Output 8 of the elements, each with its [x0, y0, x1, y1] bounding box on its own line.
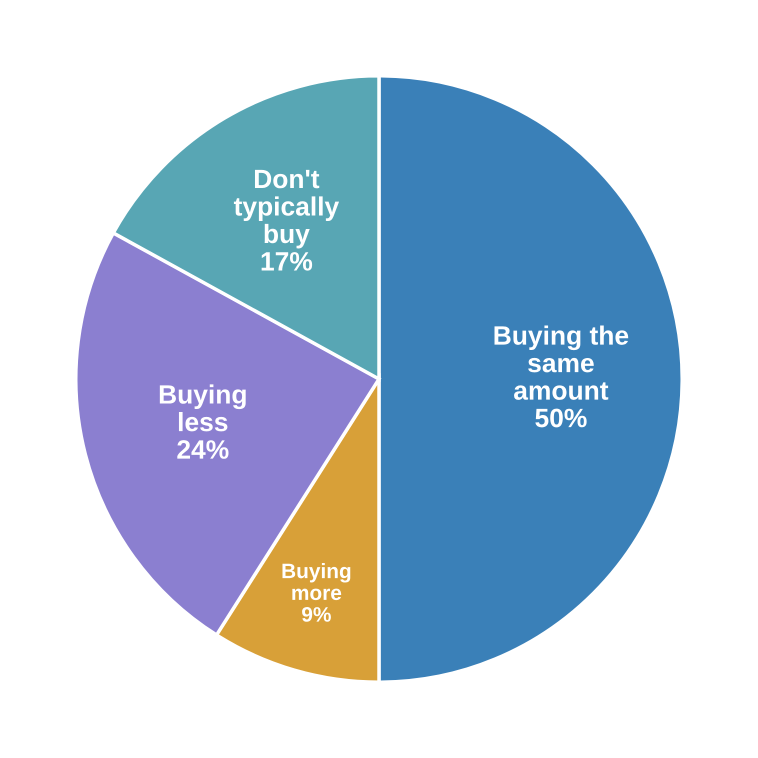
data-label: 9%	[302, 607, 331, 622]
slice-label: Buying more	[282, 563, 350, 600]
data-label: 24%	[177, 440, 229, 459]
data-label: 50%	[535, 408, 587, 428]
data-label: 17%	[262, 252, 312, 271]
slice-label: Don't typically buy	[234, 170, 340, 248]
slice-label: Buying the same amount	[494, 325, 628, 400]
slice-label: Buying less	[160, 384, 246, 432]
